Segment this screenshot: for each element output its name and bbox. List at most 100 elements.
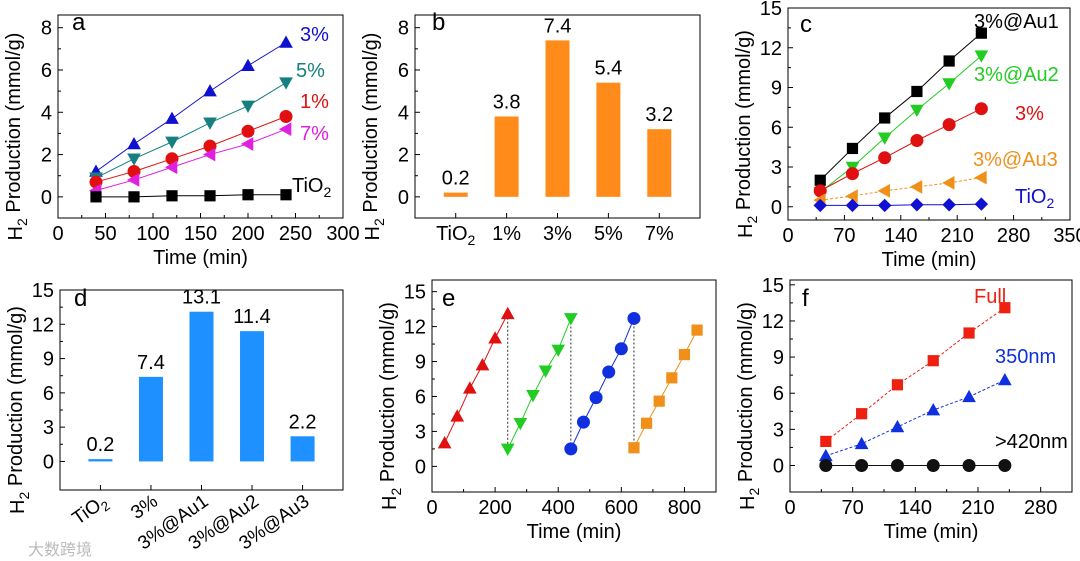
- data-label: 3.2: [645, 104, 673, 126]
- y-tick-label: 3: [415, 421, 426, 443]
- data-label: 2.2: [289, 411, 317, 433]
- x-axis-label: Time (min): [527, 521, 622, 543]
- data-point: [998, 372, 1012, 386]
- bar: [138, 376, 163, 462]
- y-tick-label: 15: [760, 0, 782, 20]
- data-point: [640, 417, 653, 429]
- data-point: [90, 191, 102, 203]
- data-point: [602, 365, 616, 379]
- y-tick-label: 15: [32, 280, 54, 302]
- panel-letter: e: [442, 285, 455, 312]
- data-point: [856, 408, 868, 420]
- data-point: [242, 189, 254, 201]
- series-label: Full: [974, 286, 1006, 308]
- data-point: [814, 174, 826, 186]
- data-point: [678, 348, 691, 361]
- y-axis-label: H2 Production (mmol/g): [733, 30, 760, 238]
- data-point: [666, 372, 678, 384]
- y-tick-label: 9: [415, 352, 426, 374]
- category-label: 3%: [543, 223, 572, 245]
- data-point: [202, 147, 216, 162]
- y-axis-label: H2 Production (mmol/g): [377, 302, 404, 510]
- data-point: [241, 100, 255, 113]
- data-point: [926, 459, 940, 472]
- panel-letter: a: [72, 9, 86, 36]
- series-label: >420nm: [995, 431, 1068, 453]
- y-tick-label: 3: [771, 157, 782, 179]
- data-point: [910, 104, 924, 118]
- bar: [290, 436, 315, 462]
- series-3%: 3%: [813, 102, 1044, 198]
- data-point: [280, 189, 292, 201]
- x-tick-label: 210: [941, 225, 974, 247]
- x-tick-label: 800: [668, 497, 701, 519]
- data-point: [998, 459, 1012, 472]
- series-cycle 1: [437, 306, 515, 449]
- data-point: [500, 306, 515, 320]
- data-point: [241, 124, 255, 138]
- data-point: [910, 134, 924, 147]
- data-point: [877, 198, 892, 213]
- data-point: [891, 379, 904, 391]
- y-tick-label: 4: [41, 102, 52, 124]
- x-tick-label: 100: [136, 223, 169, 245]
- series-Full: Full: [820, 286, 1011, 448]
- series-7%: 7%: [88, 122, 329, 198]
- data-point: [942, 78, 956, 91]
- data-point: [165, 111, 179, 124]
- x-tick-label: 600: [605, 497, 638, 519]
- data-point: [526, 390, 540, 403]
- x-axis-label: Time (min): [884, 521, 979, 543]
- data-point: [278, 122, 292, 137]
- data-point: [576, 415, 590, 429]
- data-label: 0.2: [87, 434, 115, 456]
- data-point: [845, 167, 859, 181]
- data-point: [942, 176, 955, 190]
- series-cycle 3: [564, 311, 641, 456]
- data-label: 13.1: [182, 287, 221, 309]
- y-tick-label: 9: [43, 349, 54, 371]
- y-tick-label: 0: [43, 451, 54, 473]
- panel-a: 0 2 4 6 8 H2 Production (mmol/g) a 0 50 100 150 200…: [3, 9, 360, 269]
- data-point: [877, 184, 890, 198]
- panel-b: 0 2 4 6 8 H2 Production (mmol/g) b 0.2 TiO2 3.8 1%…: [360, 9, 701, 248]
- data-point: [475, 358, 490, 371]
- data-point: [614, 342, 628, 356]
- data-point: [819, 459, 833, 472]
- series-line: [825, 307, 1006, 442]
- category-label: 5%: [594, 223, 623, 245]
- x-tick-label: 140: [884, 225, 917, 247]
- x-tick-label: 250: [279, 223, 312, 245]
- data-point: [127, 153, 141, 166]
- data-point: [203, 84, 217, 97]
- category-label: TiO2: [69, 491, 113, 532]
- series-line: [570, 318, 635, 450]
- data-point: [942, 118, 956, 132]
- series-line: [95, 82, 287, 179]
- data-point: [962, 459, 976, 472]
- series-line: [819, 32, 982, 181]
- data-point: [963, 327, 975, 339]
- x-tick-label: 200: [231, 223, 264, 245]
- series-label: 7%: [300, 123, 329, 145]
- x-tick-label: 140: [899, 497, 932, 519]
- x-tick-label: 0: [52, 223, 63, 245]
- x-tick-label: 0: [782, 225, 793, 247]
- series-label: 3%@Au3: [973, 149, 1058, 171]
- data-point: [128, 191, 140, 203]
- category-label: 1%: [492, 223, 521, 245]
- x-tick-label: 350: [1053, 225, 1080, 247]
- data-point: [855, 459, 869, 472]
- y-tick-label: 6: [43, 383, 54, 405]
- series-5%: 5%: [89, 60, 325, 185]
- data-point: [564, 442, 578, 456]
- data-point: [943, 55, 955, 67]
- data-point: [911, 85, 923, 98]
- data-point: [974, 50, 989, 63]
- bar: [88, 459, 113, 462]
- data-point: [820, 435, 832, 448]
- data-point: [927, 355, 939, 367]
- y-tick-label: 6: [41, 60, 52, 82]
